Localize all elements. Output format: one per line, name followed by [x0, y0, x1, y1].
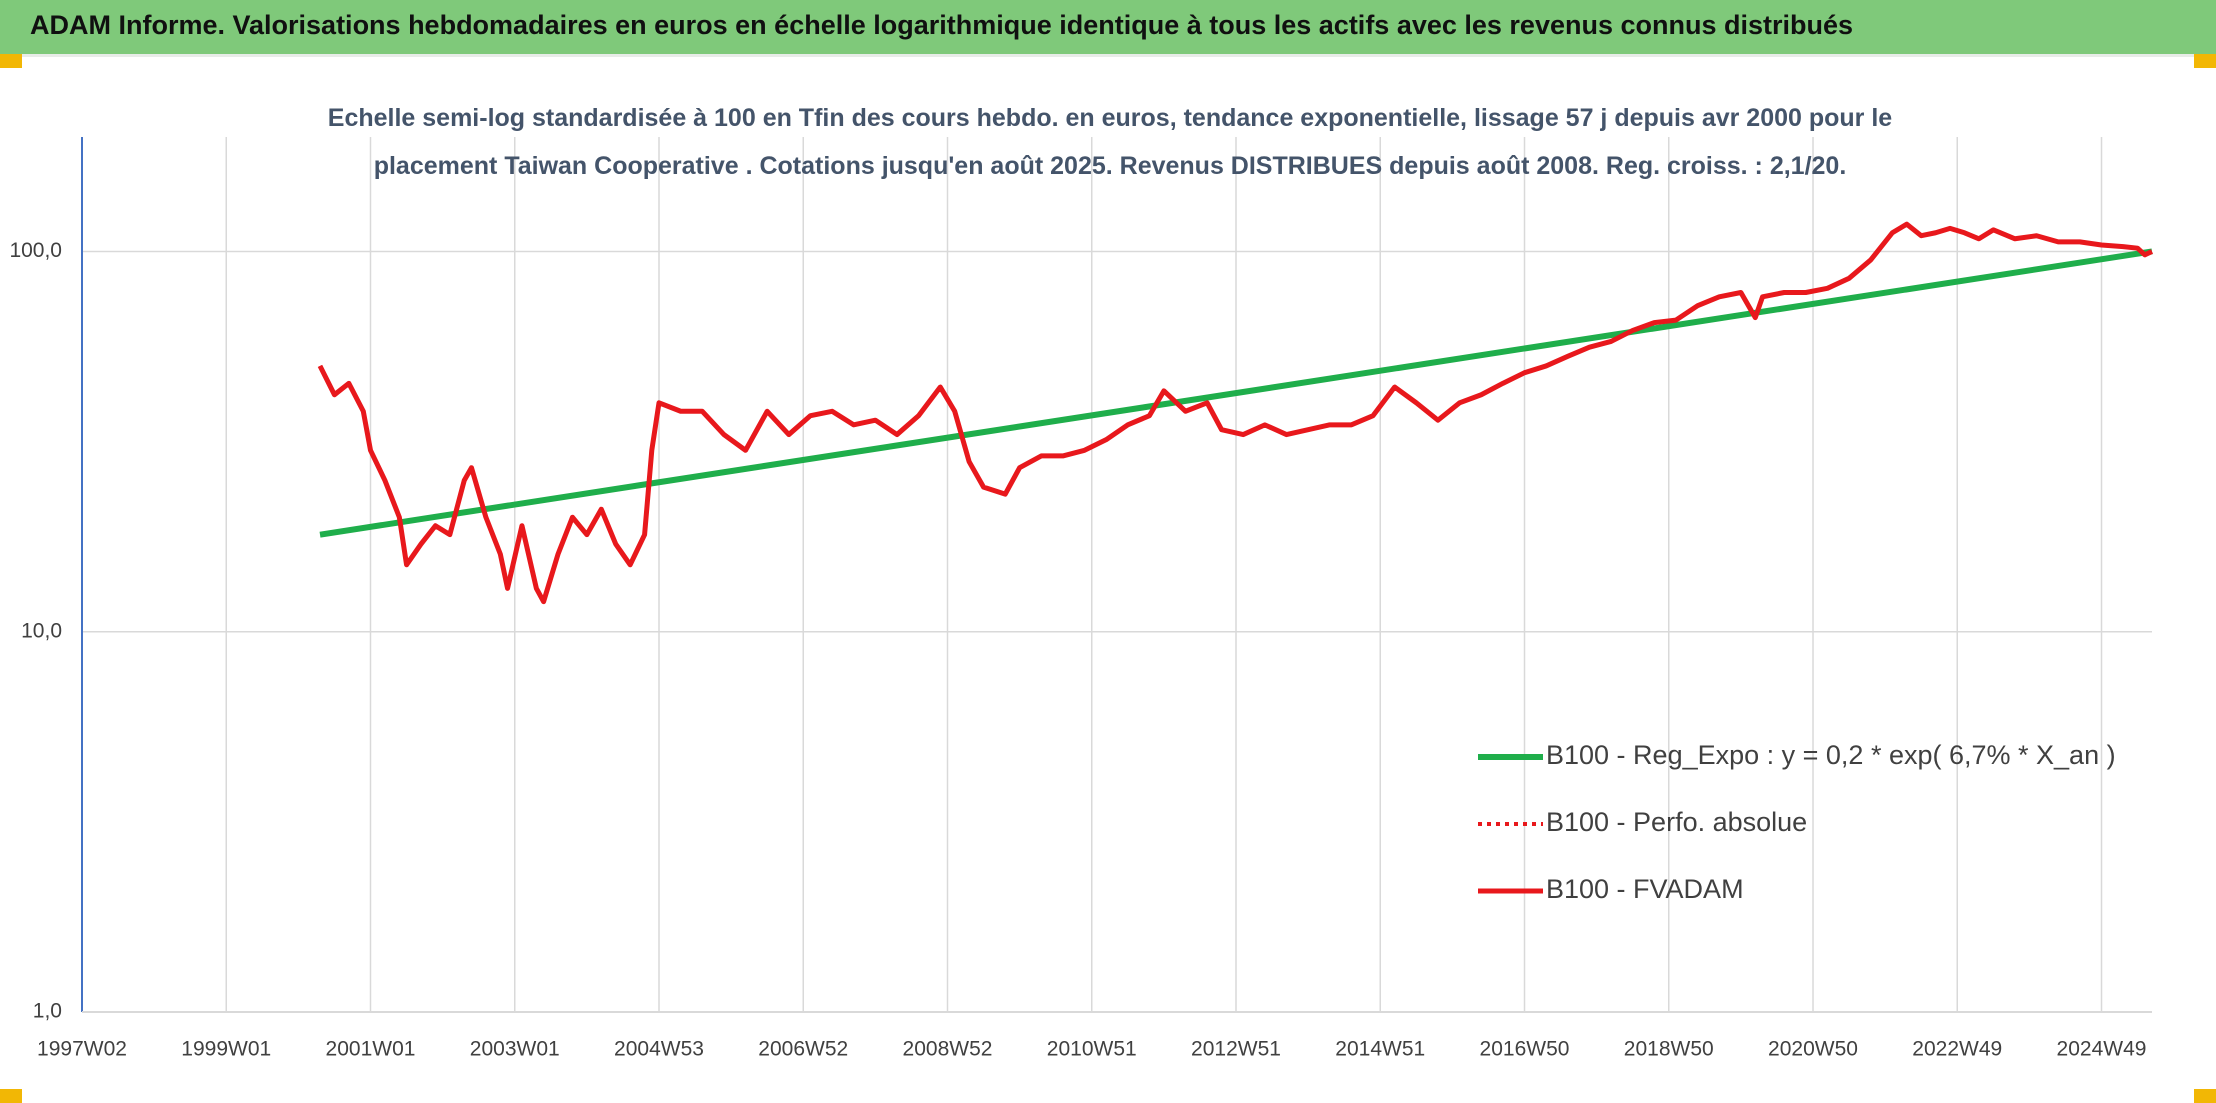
x-tick-label: 2001W01 [326, 1038, 416, 1061]
x-tick-label: 2010W51 [1047, 1038, 1137, 1061]
x-tick-label: 2014W51 [1335, 1038, 1425, 1061]
corner-mark [2194, 54, 2216, 68]
corner-mark [2194, 1089, 2216, 1103]
y-tick-label: 1,0 [33, 1000, 62, 1023]
legend-label: B100 - FVADAM [1546, 874, 1744, 904]
chart-subtitle: Echelle semi-log standardisée à 100 en T… [327, 104, 1893, 180]
y-tick-label: 10,0 [21, 619, 62, 642]
series-line [319, 248, 2153, 538]
x-tick-label: 2022W49 [1912, 1038, 2002, 1061]
page-title: ADAM Informe. Valorisations hebdomadaire… [30, 10, 1854, 40]
series-line [317, 221, 2154, 605]
x-tick-label: 1999W01 [181, 1038, 271, 1061]
x-tick-label: 2008W52 [903, 1038, 993, 1061]
y-tick-label: 100,0 [9, 239, 62, 262]
header: ADAM Informe. Valorisations hebdomadaire… [0, 0, 2216, 57]
x-tick-label: 2003W01 [470, 1038, 560, 1061]
legend-label: B100 - Reg_Expo : y = 0,2 * exp( 6,7% * … [1546, 740, 2116, 770]
x-tick-label: 2006W52 [758, 1038, 848, 1061]
x-tick-label: 2024W49 [2057, 1038, 2147, 1061]
legend-label: B100 - Perfo. absolue [1546, 807, 1807, 837]
x-tick-label: 2020W50 [1768, 1038, 1858, 1061]
x-tick-label: 2004W53 [614, 1038, 704, 1061]
corner-mark [0, 1089, 22, 1103]
x-tick-label: 2016W50 [1480, 1038, 1570, 1061]
corner-mark [0, 54, 22, 68]
x-tick-label: 2018W50 [1624, 1038, 1714, 1061]
x-tick-label: 1997W02 [37, 1038, 127, 1061]
x-tick-label: 2012W51 [1191, 1038, 1281, 1061]
